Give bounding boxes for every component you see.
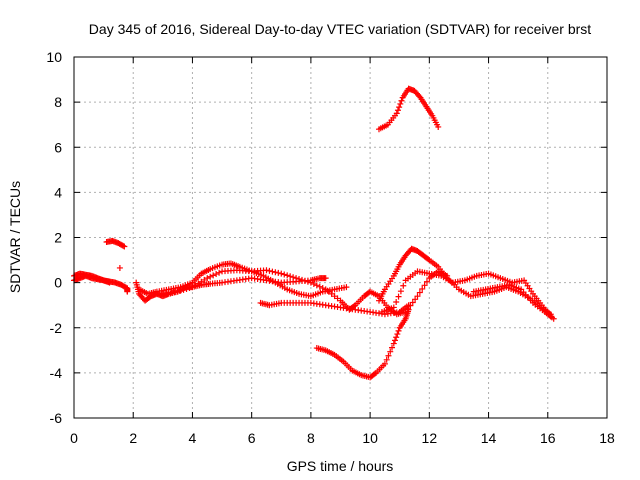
x-tick-label: 18 [599, 430, 615, 446]
data-point [207, 273, 214, 280]
data-point [186, 285, 193, 292]
y-tick-label: 0 [54, 275, 62, 291]
y-tick-label: 10 [46, 49, 62, 65]
data-point [106, 279, 113, 286]
data-point [421, 282, 428, 289]
data-point [394, 107, 401, 114]
data-point [393, 299, 400, 306]
grid-lines [74, 57, 607, 418]
x-tick-label: 6 [248, 430, 256, 446]
y-tick-label: 4 [54, 184, 62, 200]
data-point [301, 277, 308, 284]
data-point [116, 264, 123, 271]
data-point [263, 267, 270, 274]
data-point [381, 360, 388, 367]
y-tick-label: -6 [50, 410, 63, 426]
data-point [343, 284, 350, 291]
data-point [213, 271, 220, 278]
x-axis-label: GPS time / hours [287, 458, 394, 474]
data-point [299, 276, 306, 283]
data-point [416, 93, 423, 100]
data-point [351, 303, 358, 310]
data-point [390, 340, 397, 347]
data-point [210, 272, 217, 279]
data-point [416, 289, 423, 296]
axis-ticks: 0 2 4 6 8 10 12 14 16 18 -6 -4 -2 0 2 4 6 8 10 [46, 49, 615, 446]
data-point [310, 280, 317, 287]
data-point [400, 282, 407, 289]
data-point [412, 296, 419, 303]
data-point [275, 269, 282, 276]
x-tick-label: 2 [129, 430, 137, 446]
x-tick-label: 8 [307, 430, 315, 446]
data-point [316, 283, 323, 290]
data-point [296, 276, 303, 283]
x-tick-label: 12 [422, 430, 438, 446]
y-tick-label: 6 [54, 139, 62, 155]
data-point [307, 279, 314, 286]
data-point [396, 104, 403, 111]
data-point [278, 270, 285, 277]
y-tick-label: 8 [54, 94, 62, 110]
data-point [304, 278, 311, 285]
data-point [266, 267, 273, 274]
data-point [272, 269, 279, 276]
data-point [385, 352, 392, 359]
data-point [121, 243, 128, 250]
data-point [395, 293, 402, 300]
data-point [120, 242, 127, 249]
data-point [180, 286, 187, 293]
data-point [322, 275, 329, 282]
data-marks [71, 85, 557, 381]
data-point [423, 278, 430, 285]
data-point [550, 315, 557, 322]
y-axis-label: SDTVAR / TECUs [7, 181, 23, 293]
data-point [319, 285, 326, 292]
data-point [405, 306, 412, 313]
x-tick-label: 14 [481, 430, 497, 446]
x-tick-label: 4 [189, 430, 197, 446]
y-tick-label: -4 [50, 365, 63, 381]
data-point [174, 288, 181, 295]
data-point [387, 348, 394, 355]
data-point [409, 299, 416, 306]
data-point [393, 110, 400, 117]
data-point [394, 331, 401, 338]
data-point [313, 282, 320, 289]
data-point [389, 344, 396, 351]
data-point [281, 271, 288, 278]
chart-title: Day 345 of 2016, Sidereal Day-to-day VTE… [89, 21, 591, 37]
data-point [177, 287, 184, 294]
data-point [398, 97, 405, 104]
x-tick-label: 10 [362, 430, 378, 446]
data-point [124, 288, 131, 295]
data-point [397, 288, 404, 295]
data-point [371, 370, 378, 377]
data-point [383, 356, 390, 363]
y-tick-label: -2 [50, 320, 63, 336]
x-tick-label: 16 [540, 430, 556, 446]
data-point [390, 304, 397, 311]
data-point [290, 274, 297, 281]
data-point [269, 268, 276, 275]
x-tick-label: 0 [70, 430, 78, 446]
data-point [293, 275, 300, 282]
data-point [204, 275, 211, 282]
data-point [397, 100, 404, 107]
data-point [395, 327, 402, 334]
data-point [435, 123, 442, 130]
y-tick-label: 2 [54, 230, 62, 246]
data-point [419, 285, 426, 292]
data-point [287, 273, 294, 280]
data-point [284, 272, 291, 279]
data-point [393, 334, 400, 341]
data-point [216, 269, 223, 276]
data-point [391, 337, 398, 344]
data-point [183, 285, 190, 292]
data-point [414, 293, 421, 300]
